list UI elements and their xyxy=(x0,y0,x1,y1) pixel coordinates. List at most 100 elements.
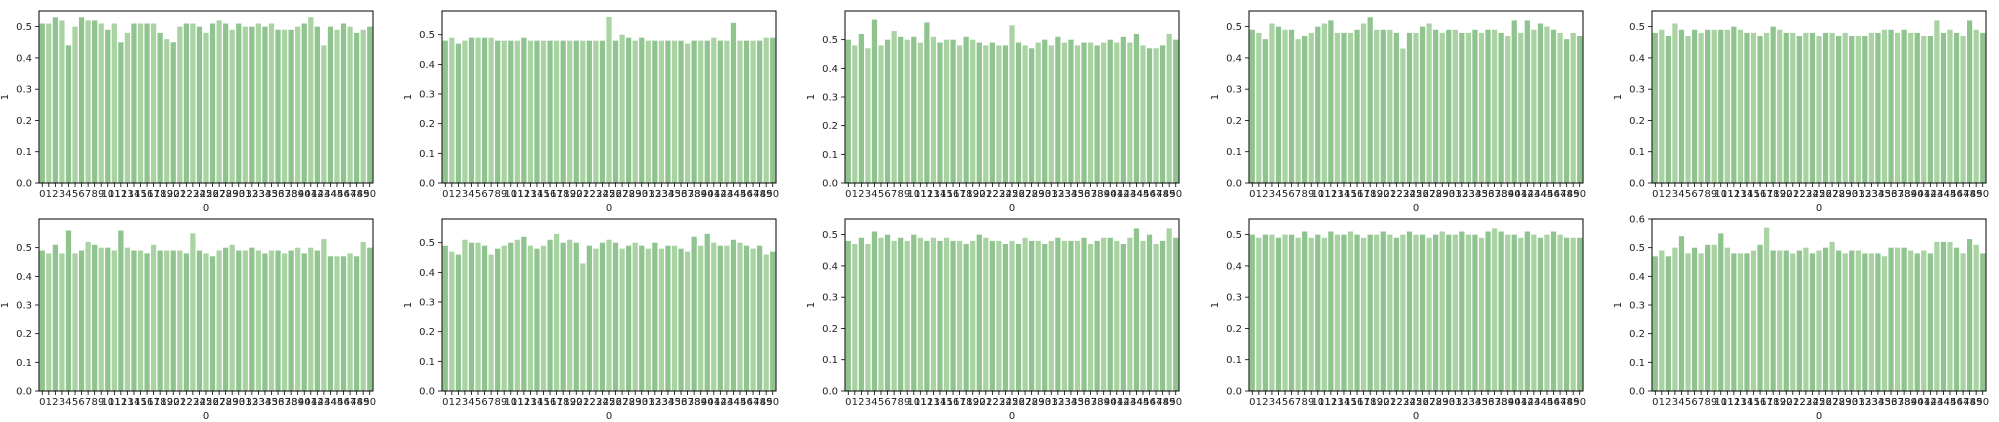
x-tick-label: 43 xyxy=(1124,397,1137,408)
bar xyxy=(281,253,288,391)
x-tick-label: 11 xyxy=(914,189,927,200)
bar xyxy=(1550,231,1557,391)
y-tick-label: 0.4 xyxy=(1226,261,1242,272)
x-tick-label: 46 xyxy=(337,397,350,408)
bar xyxy=(1328,231,1334,391)
bar xyxy=(249,247,255,391)
x-tick-label: 37 xyxy=(681,189,694,200)
bar xyxy=(203,32,209,183)
bar xyxy=(236,250,242,391)
x-tick-label: 38 xyxy=(1495,397,1508,408)
bar xyxy=(1120,244,1126,391)
y-tick-label: 0.5 xyxy=(16,22,32,33)
bar xyxy=(1341,234,1347,391)
bar xyxy=(1711,244,1717,391)
bar xyxy=(632,40,638,183)
bar xyxy=(845,39,851,183)
x-tick-label: 29 xyxy=(1839,397,1852,408)
x-tick-label: 32 xyxy=(1858,189,1871,200)
x-tick-label: 30 xyxy=(1442,397,1455,408)
y-tick-label: 0.4 xyxy=(419,60,435,71)
bar xyxy=(1511,20,1517,183)
x-tick-label: 31 xyxy=(239,397,252,408)
x-tick-label: 31 xyxy=(239,189,252,200)
y-axis-label: 1 xyxy=(1613,302,1624,308)
x-tick-label: 47 xyxy=(1150,397,1163,408)
bar xyxy=(573,242,579,391)
bar xyxy=(865,48,871,183)
bar xyxy=(78,250,85,391)
y-tick-label: 0.4 xyxy=(16,272,32,283)
y-tick-label: 0.1 xyxy=(1226,147,1242,158)
bar xyxy=(586,40,592,183)
x-tick-label: 2 xyxy=(1262,189,1268,200)
bar xyxy=(1524,231,1530,391)
bar xyxy=(770,251,776,391)
x-tick-label: 2 xyxy=(858,189,864,200)
bar xyxy=(737,242,743,391)
x-tick-label: 39 xyxy=(1501,397,1514,408)
bar xyxy=(340,23,347,184)
bar xyxy=(1459,231,1465,391)
x-tick-label: 30 xyxy=(1845,397,1858,408)
bar xyxy=(593,248,599,391)
bar xyxy=(750,40,756,183)
x-tick-label: 9 xyxy=(501,189,507,200)
bar xyxy=(488,254,494,391)
x-tick-label: 10 xyxy=(504,397,517,408)
x-tick-label: 16 xyxy=(1351,397,1364,408)
x-tick-label: 10 xyxy=(101,397,114,408)
y-tick-label: 0.4 xyxy=(822,261,838,272)
bar xyxy=(652,40,658,183)
x-tick-label: 6 xyxy=(1288,189,1294,200)
y-axis-label: 1 xyxy=(806,94,817,100)
x-tick-label: 23 xyxy=(590,189,603,200)
bar xyxy=(943,237,950,391)
bar xyxy=(567,40,573,183)
x-tick-label: 20 xyxy=(570,397,583,408)
bar xyxy=(1042,39,1048,183)
bar xyxy=(1731,26,1737,183)
x-tick-label: 36 xyxy=(675,397,688,408)
bar xyxy=(1691,247,1698,391)
bar xyxy=(950,240,956,391)
x-tick-label: 22 xyxy=(583,397,596,408)
x-tick-label: 35 xyxy=(668,189,681,200)
bar xyxy=(1557,32,1563,183)
x-tick-label: 7 xyxy=(488,397,494,408)
x-tick-label: 37 xyxy=(1488,397,1501,408)
bar xyxy=(1796,250,1802,391)
x-tick-label: 19 xyxy=(160,189,173,200)
bar xyxy=(580,40,586,183)
x-tick-label: 24 xyxy=(1806,189,1819,200)
x-tick-label: 7 xyxy=(85,397,91,408)
bar xyxy=(1914,253,1920,391)
x-tick-label: 13 xyxy=(1734,397,1747,408)
bar xyxy=(619,248,625,391)
bar xyxy=(612,40,619,183)
x-tick-label: 44 xyxy=(324,397,337,408)
bar xyxy=(1081,42,1087,183)
x-tick-label: 37 xyxy=(1084,189,1097,200)
bar xyxy=(275,29,281,184)
bar xyxy=(1868,32,1875,183)
x-tick-label: 15 xyxy=(537,189,550,200)
x-tick-label: 8 xyxy=(897,189,903,200)
x-tick-label: 15 xyxy=(1344,397,1357,408)
x-tick-label: 4 xyxy=(1678,189,1684,200)
bar xyxy=(1354,29,1360,184)
bar xyxy=(1973,29,1979,184)
x-tick-label: 1 xyxy=(1256,397,1262,408)
bar xyxy=(943,39,950,183)
x-tick-label: 20 xyxy=(167,397,180,408)
bar xyxy=(983,237,989,391)
bar xyxy=(354,32,360,183)
y-tick-label: 0.1 xyxy=(16,358,32,369)
bar xyxy=(488,37,494,183)
bar xyxy=(85,241,91,391)
x-tick-label: 21 xyxy=(173,189,186,200)
y-axis-label: 1 xyxy=(403,302,414,308)
bar xyxy=(288,250,294,391)
bar xyxy=(39,250,45,391)
bar xyxy=(1107,39,1113,183)
